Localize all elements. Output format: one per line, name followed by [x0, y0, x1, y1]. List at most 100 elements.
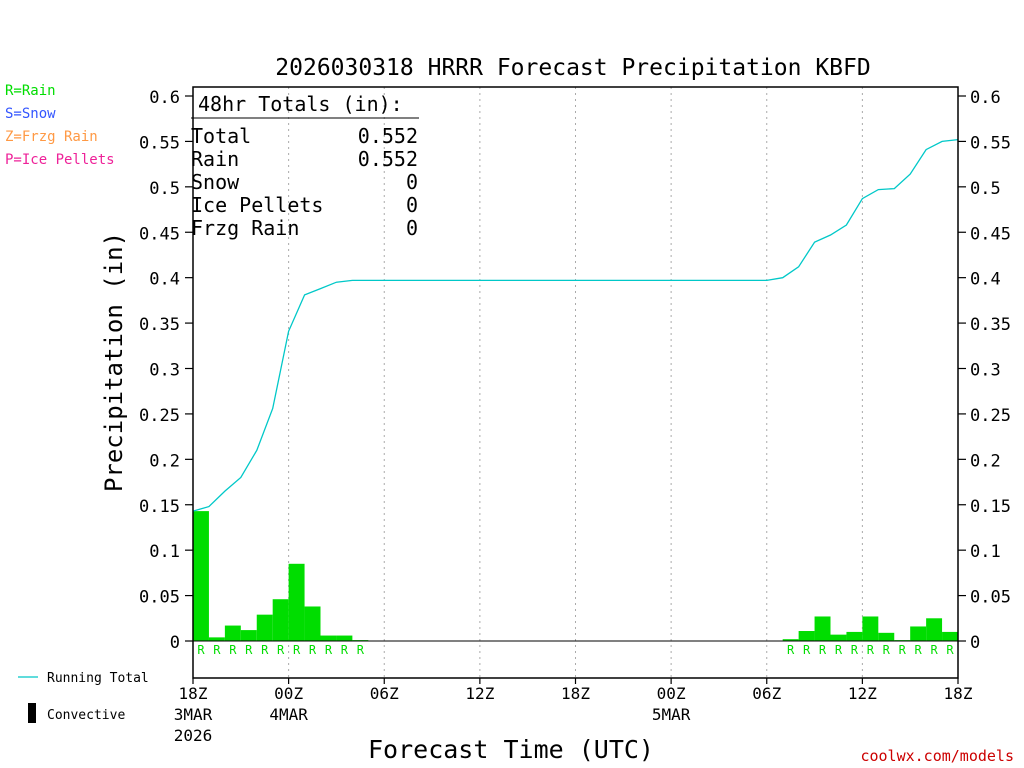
convective-legend-swatch: [28, 703, 36, 723]
precip-bar-4: [256, 614, 273, 641]
x-tick-label-4-0: 18Z: [561, 684, 590, 703]
precip-type-mark-46: R: [930, 643, 938, 657]
precip-type-mark-9: R: [341, 643, 349, 657]
y-tick-label-right-4: 0.2: [970, 451, 1001, 471]
y-tick-label-right-6: 0.3: [970, 361, 1001, 381]
series-legend: Running Total Convective: [18, 671, 149, 723]
y-tick-label-right-12: 0.6: [970, 88, 1001, 108]
y-axis-label: Precipitation (in): [100, 232, 128, 492]
precip-type-mark-5: R: [277, 643, 285, 657]
precip-type-mark-47: R: [946, 643, 954, 657]
running-total-line: [192, 138, 959, 512]
y-tick-label-left-5: 0.25: [139, 406, 180, 426]
y-tick-label-left-7: 0.35: [139, 315, 180, 335]
precip-bar-43: [878, 632, 895, 641]
y-tick-label-right-5: 0.25: [970, 406, 1011, 426]
x-tick-label-3-0: 12Z: [465, 684, 494, 703]
totals-value-frzg-rain: 0: [406, 216, 418, 240]
precip-bar-47: [942, 631, 958, 641]
precip-bar-42: [862, 616, 879, 641]
precip-bar-38: [798, 631, 815, 641]
y-tick-label-right-9: 0.45: [970, 224, 1011, 244]
y-tick-label-right-2: 0.1: [970, 542, 1001, 562]
precip-bar-41: [846, 631, 863, 641]
x-tick-label-0-0: 18Z: [179, 684, 208, 703]
x-tick-label-8-0: 18Z: [944, 684, 973, 703]
precip-bar-37: [782, 639, 799, 641]
precip-type-legend: R=Rain S=Snow Z=Frzg Rain P=Ice Pellets: [5, 83, 115, 168]
precip-bar-45: [910, 626, 927, 641]
y-tick-label-right-8: 0.4: [970, 270, 1001, 290]
precip-type-mark-41: R: [851, 643, 859, 657]
precip-bar-39: [814, 616, 831, 641]
y-tick-label-right-7: 0.35: [970, 315, 1011, 335]
precip-type-mark-0: R: [197, 643, 205, 657]
precip-type-mark-7: R: [309, 643, 317, 657]
y-tick-label-left-11: 0.55: [139, 133, 180, 153]
precip-bar-7: [304, 606, 321, 641]
precip-bar-40: [830, 634, 847, 641]
precip-type-mark-40: R: [835, 643, 843, 657]
y-tick-label-left-6: 0.3: [149, 361, 180, 381]
y-tick-label-right-1: 0.05: [970, 588, 1011, 608]
precip-bar-1: [208, 637, 225, 641]
precip-type-mark-44: R: [899, 643, 907, 657]
precip-type-mark-43: R: [883, 643, 891, 657]
x-axis: 18Z 3MAR 2026 00Z 4MAR 06Z 12Z 18Z 00Z 5MAR 06Z 12Z…: [174, 678, 973, 745]
precip-bars: [193, 511, 958, 641]
x-tick-label-0-1: 3MAR: [174, 705, 213, 724]
convective-legend-label: Convective: [47, 708, 125, 723]
precip-type-mark-45: R: [915, 643, 923, 657]
y-tick-label-left-10: 0.5: [149, 179, 180, 199]
y-tick-label-left-9: 0.45: [139, 224, 180, 244]
precip-bar-46: [926, 618, 943, 641]
legend-frzg-rain: Z=Frzg Rain: [5, 129, 98, 145]
chart-title: 2026030318 HRRR Forecast Precipitation K…: [275, 55, 870, 81]
y-tick-label-left-3: 0.15: [139, 497, 180, 517]
y-tick-label-right-0: 0: [970, 633, 980, 653]
precip-type-mark-42: R: [867, 643, 875, 657]
totals-label-frzg-rain: Frzg Rain: [191, 216, 299, 240]
y-axis-left: 0 0.05 0.1 0.15 0.2 0.25 0.3 0.35 0.4 0.45 0.5 0.55…: [139, 88, 193, 653]
precip-type-mark-8: R: [325, 643, 333, 657]
totals-label-ice-pellets: Ice Pellets: [191, 193, 323, 217]
totals-label-snow: Snow: [191, 170, 240, 194]
totals-value-snow: 0: [406, 170, 418, 194]
precip-bar-0: [193, 511, 209, 641]
vertical-grid: [288, 87, 863, 678]
legend-ice-pellets: P=Ice Pellets: [5, 152, 115, 168]
precip-type-mark-39: R: [819, 643, 827, 657]
x-tick-label-1-1: 4MAR: [269, 705, 308, 724]
totals-heading: 48hr Totals (in):: [198, 92, 403, 116]
y-tick-label-left-8: 0.4: [149, 270, 180, 290]
y-tick-label-right-10: 0.5: [970, 179, 1001, 199]
totals-value-ice-pellets: 0: [406, 193, 418, 217]
x-tick-label-6-0: 06Z: [752, 684, 781, 703]
precip-bar-8: [320, 635, 337, 641]
precip-type-mark-1: R: [213, 643, 221, 657]
precip-type-mark-2: R: [229, 643, 237, 657]
x-tick-label-1-0: 00Z: [274, 684, 303, 703]
y-tick-label-right-11: 0.55: [970, 133, 1011, 153]
totals-value-total: 0.552: [358, 124, 418, 148]
precip-bar-3: [240, 630, 257, 641]
precip-bar-2: [224, 625, 241, 641]
y-tick-label-right-3: 0.15: [970, 497, 1011, 517]
precip-type-mark-4: R: [261, 643, 269, 657]
y-tick-label-left-4: 0.2: [149, 451, 180, 471]
totals-value-rain: 0.552: [358, 147, 418, 171]
y-tick-label-left-12: 0.6: [149, 88, 180, 108]
legend-rain: R=Rain: [5, 83, 56, 99]
precip-type-mark-10: R: [357, 643, 365, 657]
totals-label-rain: Rain: [191, 147, 239, 171]
precip-type-mark-37: R: [787, 643, 795, 657]
precip-bar-5: [272, 599, 289, 641]
legend-snow: S=Snow: [5, 106, 56, 122]
precip-type-mark-3: R: [245, 643, 253, 657]
x-axis-label: Forecast Time (UTC): [368, 735, 654, 764]
y-axis-right: 0 0.05 0.1 0.15 0.2 0.25 0.3 0.35 0.4 0.45 0.5 0.55…: [958, 88, 1011, 653]
y-tick-label-left-1: 0.05: [139, 588, 180, 608]
x-tick-label-0-2: 2026: [174, 726, 213, 745]
